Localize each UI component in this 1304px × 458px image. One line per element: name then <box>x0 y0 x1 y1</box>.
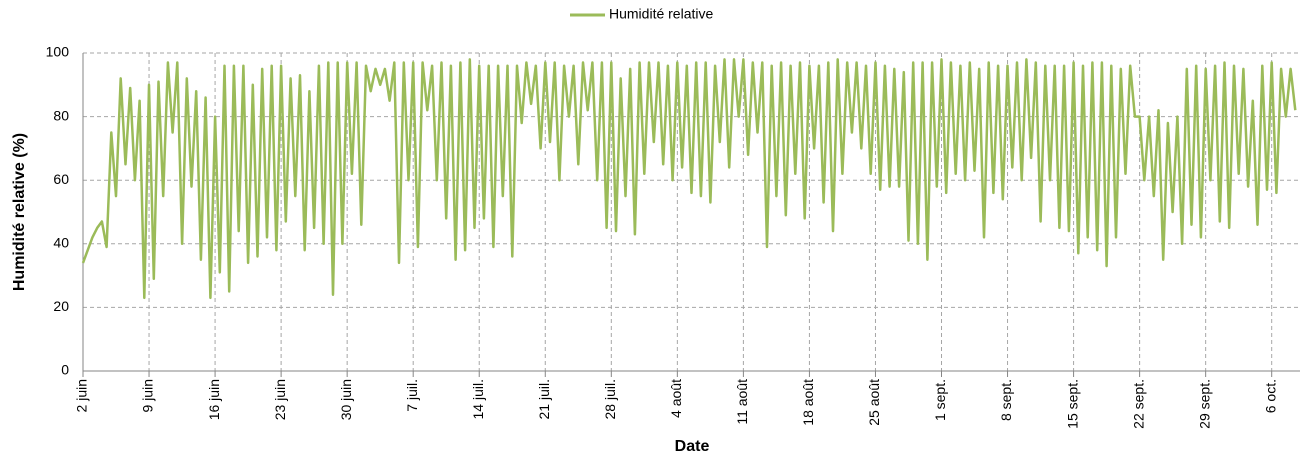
x-tick-label: 15 sept. <box>1064 379 1080 429</box>
line <box>81 58 1297 300</box>
y-tick-label: 0 <box>61 362 69 378</box>
x-tick-label: 1 sept. <box>932 379 948 421</box>
x-axis-label: Date <box>675 438 710 455</box>
x-tick-label: 30 juin <box>338 379 354 420</box>
y-tick-label: 80 <box>53 107 69 123</box>
y-tick-label: 60 <box>53 171 69 187</box>
x-tick-label: 14 juil. <box>470 379 486 419</box>
x-tick-label: 18 août <box>800 379 816 426</box>
x-tick-label: 25 août <box>866 379 882 426</box>
x-tick-label: 9 juin <box>140 379 156 412</box>
x-tick-label: 8 sept. <box>998 379 1014 421</box>
x-tick-label: 2 juin <box>74 379 90 412</box>
x-tick-label: 4 août <box>668 379 684 418</box>
x-tick-label: 7 juil. <box>404 379 420 412</box>
y-tick-label: 100 <box>46 44 70 60</box>
x-tick-label: 28 juil. <box>602 379 618 419</box>
y-tick-label: 40 <box>53 235 69 251</box>
x-tick-label: 29 sept. <box>1196 379 1212 429</box>
x-tick-label: 22 sept. <box>1130 379 1146 429</box>
y-axis-label: Humidité relative (%) <box>11 133 28 291</box>
legend-label: Humidité relative <box>609 6 713 22</box>
x-tick-label: 23 juin <box>272 379 288 420</box>
x-tick-label: 21 juil. <box>536 379 552 419</box>
x-tick-label: 11 août <box>734 379 750 425</box>
x-tick-label: 6 oct. <box>1262 379 1278 413</box>
x-tick-label: 16 juin <box>206 379 222 420</box>
y-tick-label: 20 <box>53 298 69 314</box>
